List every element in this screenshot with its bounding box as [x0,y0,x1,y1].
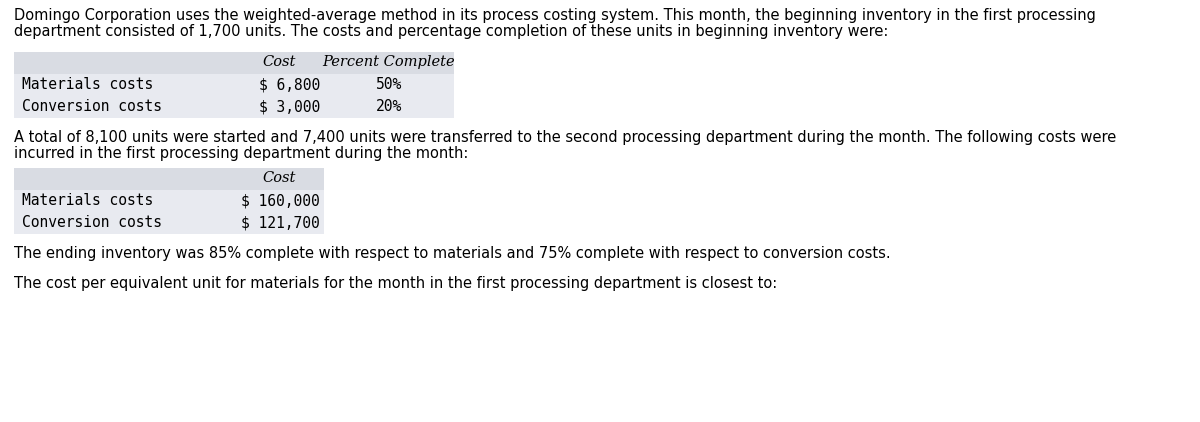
Text: Materials costs: Materials costs [22,193,154,208]
Text: A total of 8,100 units were started and 7,400 units were transferred to the seco: A total of 8,100 units were started and … [14,130,1116,145]
Text: $ 3,000: $ 3,000 [259,99,320,114]
Text: 50%: 50% [376,77,402,92]
Text: $ 121,700: $ 121,700 [241,215,320,230]
Text: Percent Complete: Percent Complete [323,55,455,69]
Text: The cost per equivalent unit for materials for the month in the first processing: The cost per equivalent unit for materia… [14,276,778,291]
Text: Cost: Cost [263,55,295,69]
Text: The ending inventory was 85% complete with respect to materials and 75% complete: The ending inventory was 85% complete wi… [14,246,890,261]
Text: incurred in the first processing department during the month:: incurred in the first processing departm… [14,146,468,161]
Text: Domingo Corporation uses the weighted-average method in its process costing syst: Domingo Corporation uses the weighted-av… [14,8,1096,23]
Text: Conversion costs: Conversion costs [22,99,162,114]
Text: Cost: Cost [263,171,295,185]
Text: $ 6,800: $ 6,800 [259,77,320,92]
Text: department consisted of 1,700 units. The costs and percentage completion of thes: department consisted of 1,700 units. The… [14,24,888,39]
Text: Conversion costs: Conversion costs [22,215,162,230]
Text: 20%: 20% [376,99,402,114]
Text: Materials costs: Materials costs [22,77,154,92]
Text: $ 160,000: $ 160,000 [241,193,320,208]
